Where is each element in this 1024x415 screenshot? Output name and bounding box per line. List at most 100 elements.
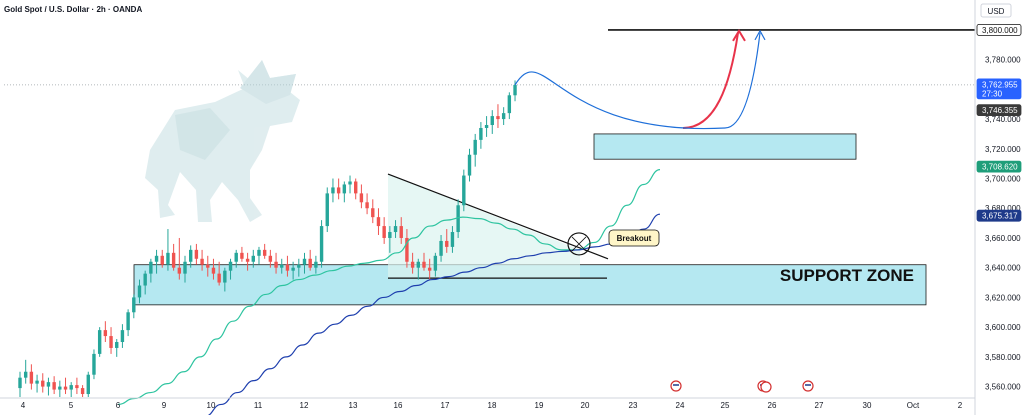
candle: [115, 339, 119, 357]
candle: [319, 220, 324, 268]
bull-head: [240, 60, 296, 104]
candle-body: [206, 264, 210, 268]
candle: [245, 252, 250, 271]
y-tick-label: 3,780.000: [985, 56, 1021, 65]
breakout-label: Breakout: [617, 234, 652, 243]
x-tick-label: 13: [349, 401, 358, 410]
candle: [376, 208, 381, 235]
candle: [143, 270, 147, 295]
y-tick-label: 3,580.000: [985, 353, 1021, 362]
candle: [86, 371, 90, 397]
candle: [58, 380, 62, 397]
x-tick-label: 24: [676, 401, 685, 410]
x-tick-label: 19: [535, 401, 544, 410]
candle: [490, 110, 494, 134]
candle: [291, 261, 295, 280]
candle-body: [171, 252, 176, 268]
candle: [257, 246, 261, 265]
candle: [365, 193, 369, 215]
event-flag-icon: [760, 381, 772, 393]
candle: [132, 294, 136, 319]
candle-body: [467, 154, 472, 176]
breakout-cross-b: [571, 236, 587, 252]
candle-body: [262, 249, 267, 256]
candle: [23, 359, 28, 384]
x-tick-label: 6: [116, 401, 121, 410]
candle-body: [200, 258, 204, 265]
candle: [171, 243, 176, 271]
candle-body: [228, 261, 233, 271]
candle: [154, 249, 159, 274]
candle-body: [445, 240, 449, 247]
candle: [308, 249, 312, 271]
candle-body: [154, 255, 159, 262]
candle: [251, 249, 255, 268]
candle-body: [302, 258, 307, 265]
candle: [69, 382, 73, 397]
candle: [336, 178, 341, 200]
candle: [484, 116, 489, 137]
price-tag-value: 3,708.620: [982, 163, 1018, 172]
candle-body: [325, 193, 329, 227]
candle-body: [109, 336, 113, 348]
candle-body: [80, 388, 85, 395]
candle: [348, 175, 352, 194]
candle-body: [496, 116, 500, 120]
price-tag-value: 3,746.355: [982, 106, 1018, 115]
candle: [166, 229, 170, 271]
candle-body: [376, 217, 381, 227]
candle: [177, 237, 182, 280]
forecast-red-path: [682, 32, 739, 129]
candle: [354, 178, 358, 200]
candle: [262, 243, 267, 259]
candle: [120, 324, 125, 348]
candle: [160, 249, 164, 268]
x-tick-label: 12: [300, 401, 309, 410]
y-tick-label: 3,660.000: [985, 234, 1021, 243]
event-flag-icon: [802, 380, 814, 392]
bull-shading: [175, 108, 230, 160]
candle-body: [143, 273, 147, 286]
x-tick-label: 26: [768, 401, 777, 410]
price-tag: [976, 23, 1022, 36]
candle: [427, 258, 432, 280]
breakout-label-box: [608, 229, 660, 247]
candle-body: [456, 205, 460, 233]
candle-body: [450, 232, 455, 247]
candle: [46, 377, 51, 396]
candle: [331, 178, 335, 203]
triangle-area: [388, 174, 580, 279]
candle: [371, 199, 375, 224]
price-tag: [976, 104, 1022, 117]
forecast-blue-arrowhead: [754, 29, 766, 41]
candle-body: [41, 380, 45, 387]
candle-body: [382, 226, 386, 238]
price-tag-value: 3,762.955: [982, 80, 1018, 89]
x-tick-label: 10: [207, 401, 216, 410]
candle-body: [319, 226, 324, 262]
candle: [240, 246, 244, 262]
candle-body: [75, 385, 79, 389]
currency-label: USD: [988, 7, 1005, 16]
candle: [342, 181, 347, 203]
candle-body: [433, 255, 438, 271]
candle-body: [103, 330, 108, 337]
candle-body: [462, 175, 466, 206]
candle: [473, 133, 477, 167]
candle-body: [183, 261, 187, 274]
x-tick-label: 17: [441, 401, 450, 410]
candle-body: [149, 261, 153, 274]
candle-body: [194, 249, 199, 259]
candle-body: [422, 261, 426, 268]
candle: [183, 255, 187, 283]
candle-body: [251, 255, 255, 262]
candle-body: [58, 386, 62, 390]
x-tick-label: 30: [863, 401, 872, 410]
candle-body: [342, 184, 347, 194]
candle-body: [217, 273, 221, 283]
candle-body: [23, 371, 28, 378]
candle-body: [365, 202, 369, 209]
candle-body: [314, 261, 318, 268]
candle-body: [166, 252, 170, 265]
